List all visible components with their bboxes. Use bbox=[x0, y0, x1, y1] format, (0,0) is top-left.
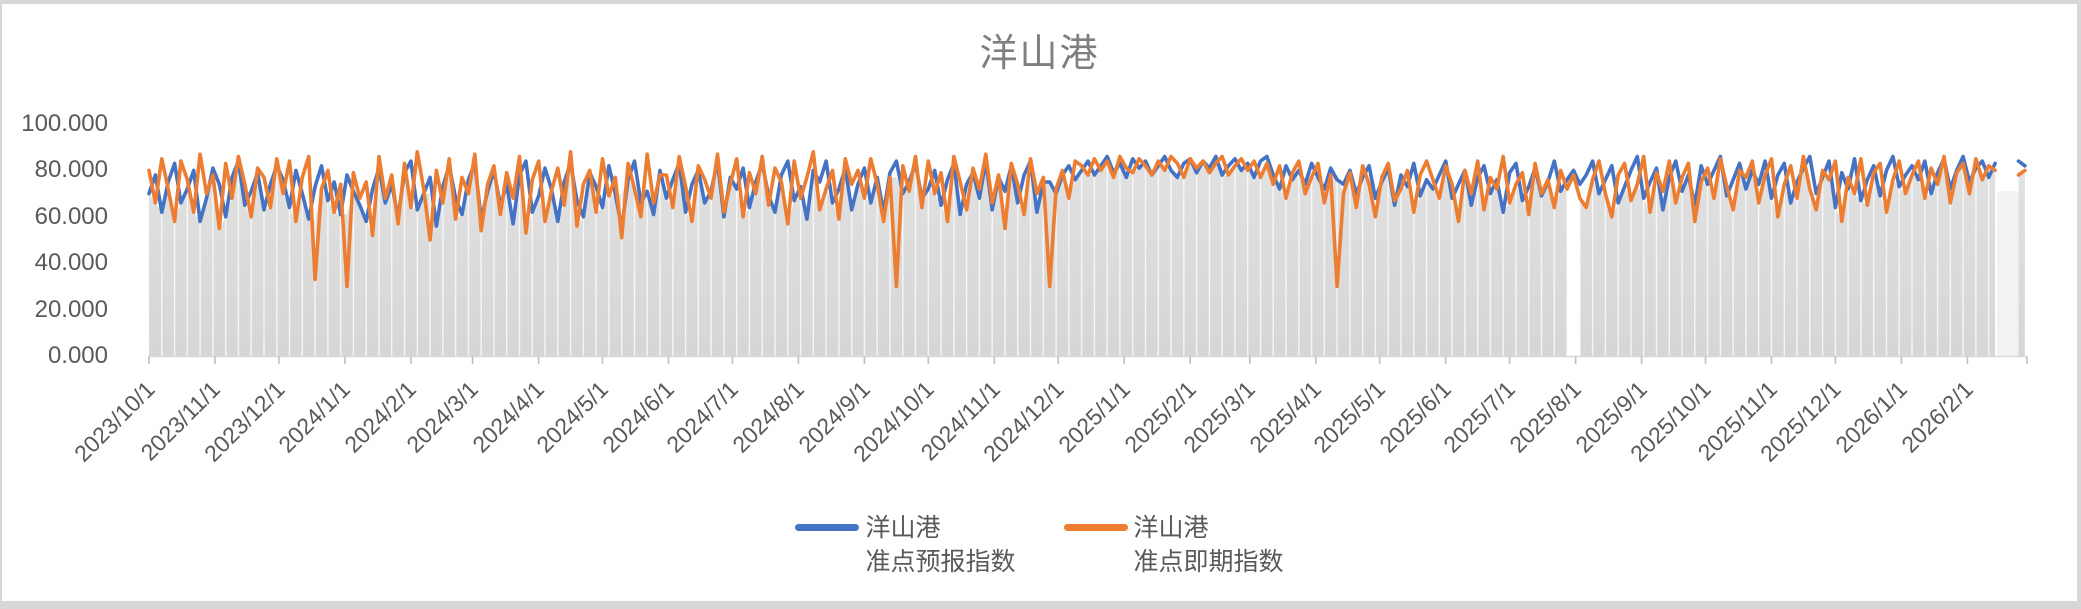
background-area bbox=[2018, 170, 2025, 356]
legend-label-spot: 洋山港 准点即期指数 bbox=[1133, 514, 1284, 576]
legend-label-forecast: 洋山港 准点预报指数 bbox=[865, 514, 1016, 576]
chart-background: 洋山港 0.000 20.000 40.000 60.000 80.000 100.000… bbox=[2, 4, 2077, 601]
y-axis-label[interactable]: 40.000 bbox=[34, 249, 108, 277]
series-spot-line bbox=[2016, 168, 2027, 177]
plot-area[interactable] bbox=[2, 4, 2081, 609]
y-axis-label[interactable]: 80.000 bbox=[34, 156, 108, 184]
x-axis-ticks bbox=[148, 356, 2028, 364]
legend-item-spot[interactable]: 洋山港 准点即期指数 bbox=[1063, 511, 1284, 579]
y-axis-label[interactable]: 0.000 bbox=[47, 342, 108, 369]
y-axis-label[interactable]: 100.000 bbox=[21, 110, 108, 137]
background-area bbox=[149, 158, 1568, 356]
spot-line-swatch-icon bbox=[1063, 524, 1128, 531]
legend: 洋山港 准点预报指数 洋山港 准点即期指数 bbox=[2, 511, 2077, 579]
chart-canvas bbox=[147, 150, 2028, 364]
background-area bbox=[1579, 158, 1996, 356]
forecast-line-swatch-icon bbox=[795, 524, 860, 531]
series-forecast-line bbox=[2016, 159, 2027, 168]
series-spot-line bbox=[147, 150, 1997, 289]
legend-item-forecast[interactable]: 洋山港 准点预报指数 bbox=[795, 511, 1016, 579]
chart-title[interactable]: 洋山港 bbox=[979, 33, 1100, 75]
post-data-band bbox=[1997, 191, 2019, 356]
y-axis-label[interactable]: 20.000 bbox=[34, 295, 108, 323]
y-axis-label[interactable]: 60.000 bbox=[34, 202, 108, 230]
